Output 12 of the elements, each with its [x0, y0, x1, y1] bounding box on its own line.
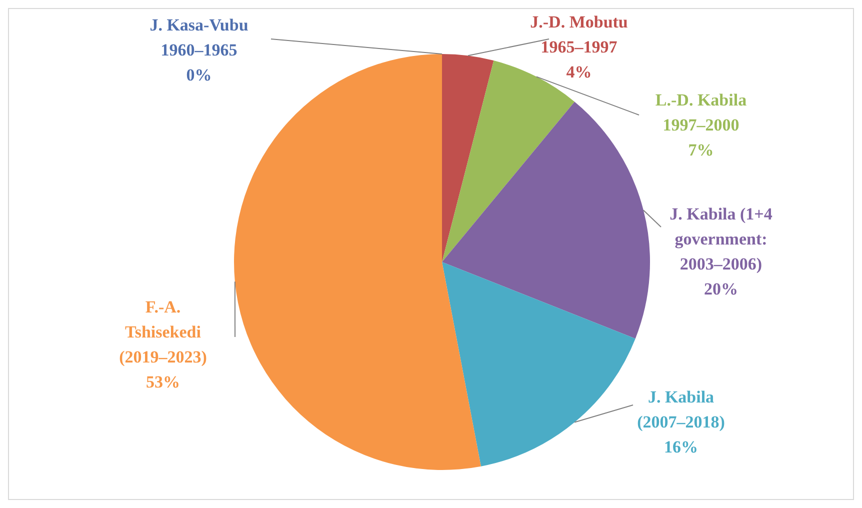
data-label: 7%: [688, 140, 714, 160]
data-label: 16%: [664, 437, 698, 456]
data-label: 20%: [704, 279, 738, 298]
data-label: 4%: [566, 62, 592, 82]
slice-label: J. Kabila (2007–2018): [637, 387, 725, 432]
slice-label: L.-D. Kabila 1997–2000: [655, 90, 748, 134]
text: 0%: [186, 65, 212, 84]
data-label: 53%: [146, 372, 180, 392]
slice-label: F.-A. Tshisekedi (2019–2023): [119, 297, 207, 366]
slice-label: J. Kabila (1+4 government: 2003–2006): [670, 204, 773, 274]
category-label: J. Kasa-Vubu 1960–1965: [150, 15, 248, 60]
slice-label: J.-D. Mobutu 1965–1997: [530, 12, 628, 56]
